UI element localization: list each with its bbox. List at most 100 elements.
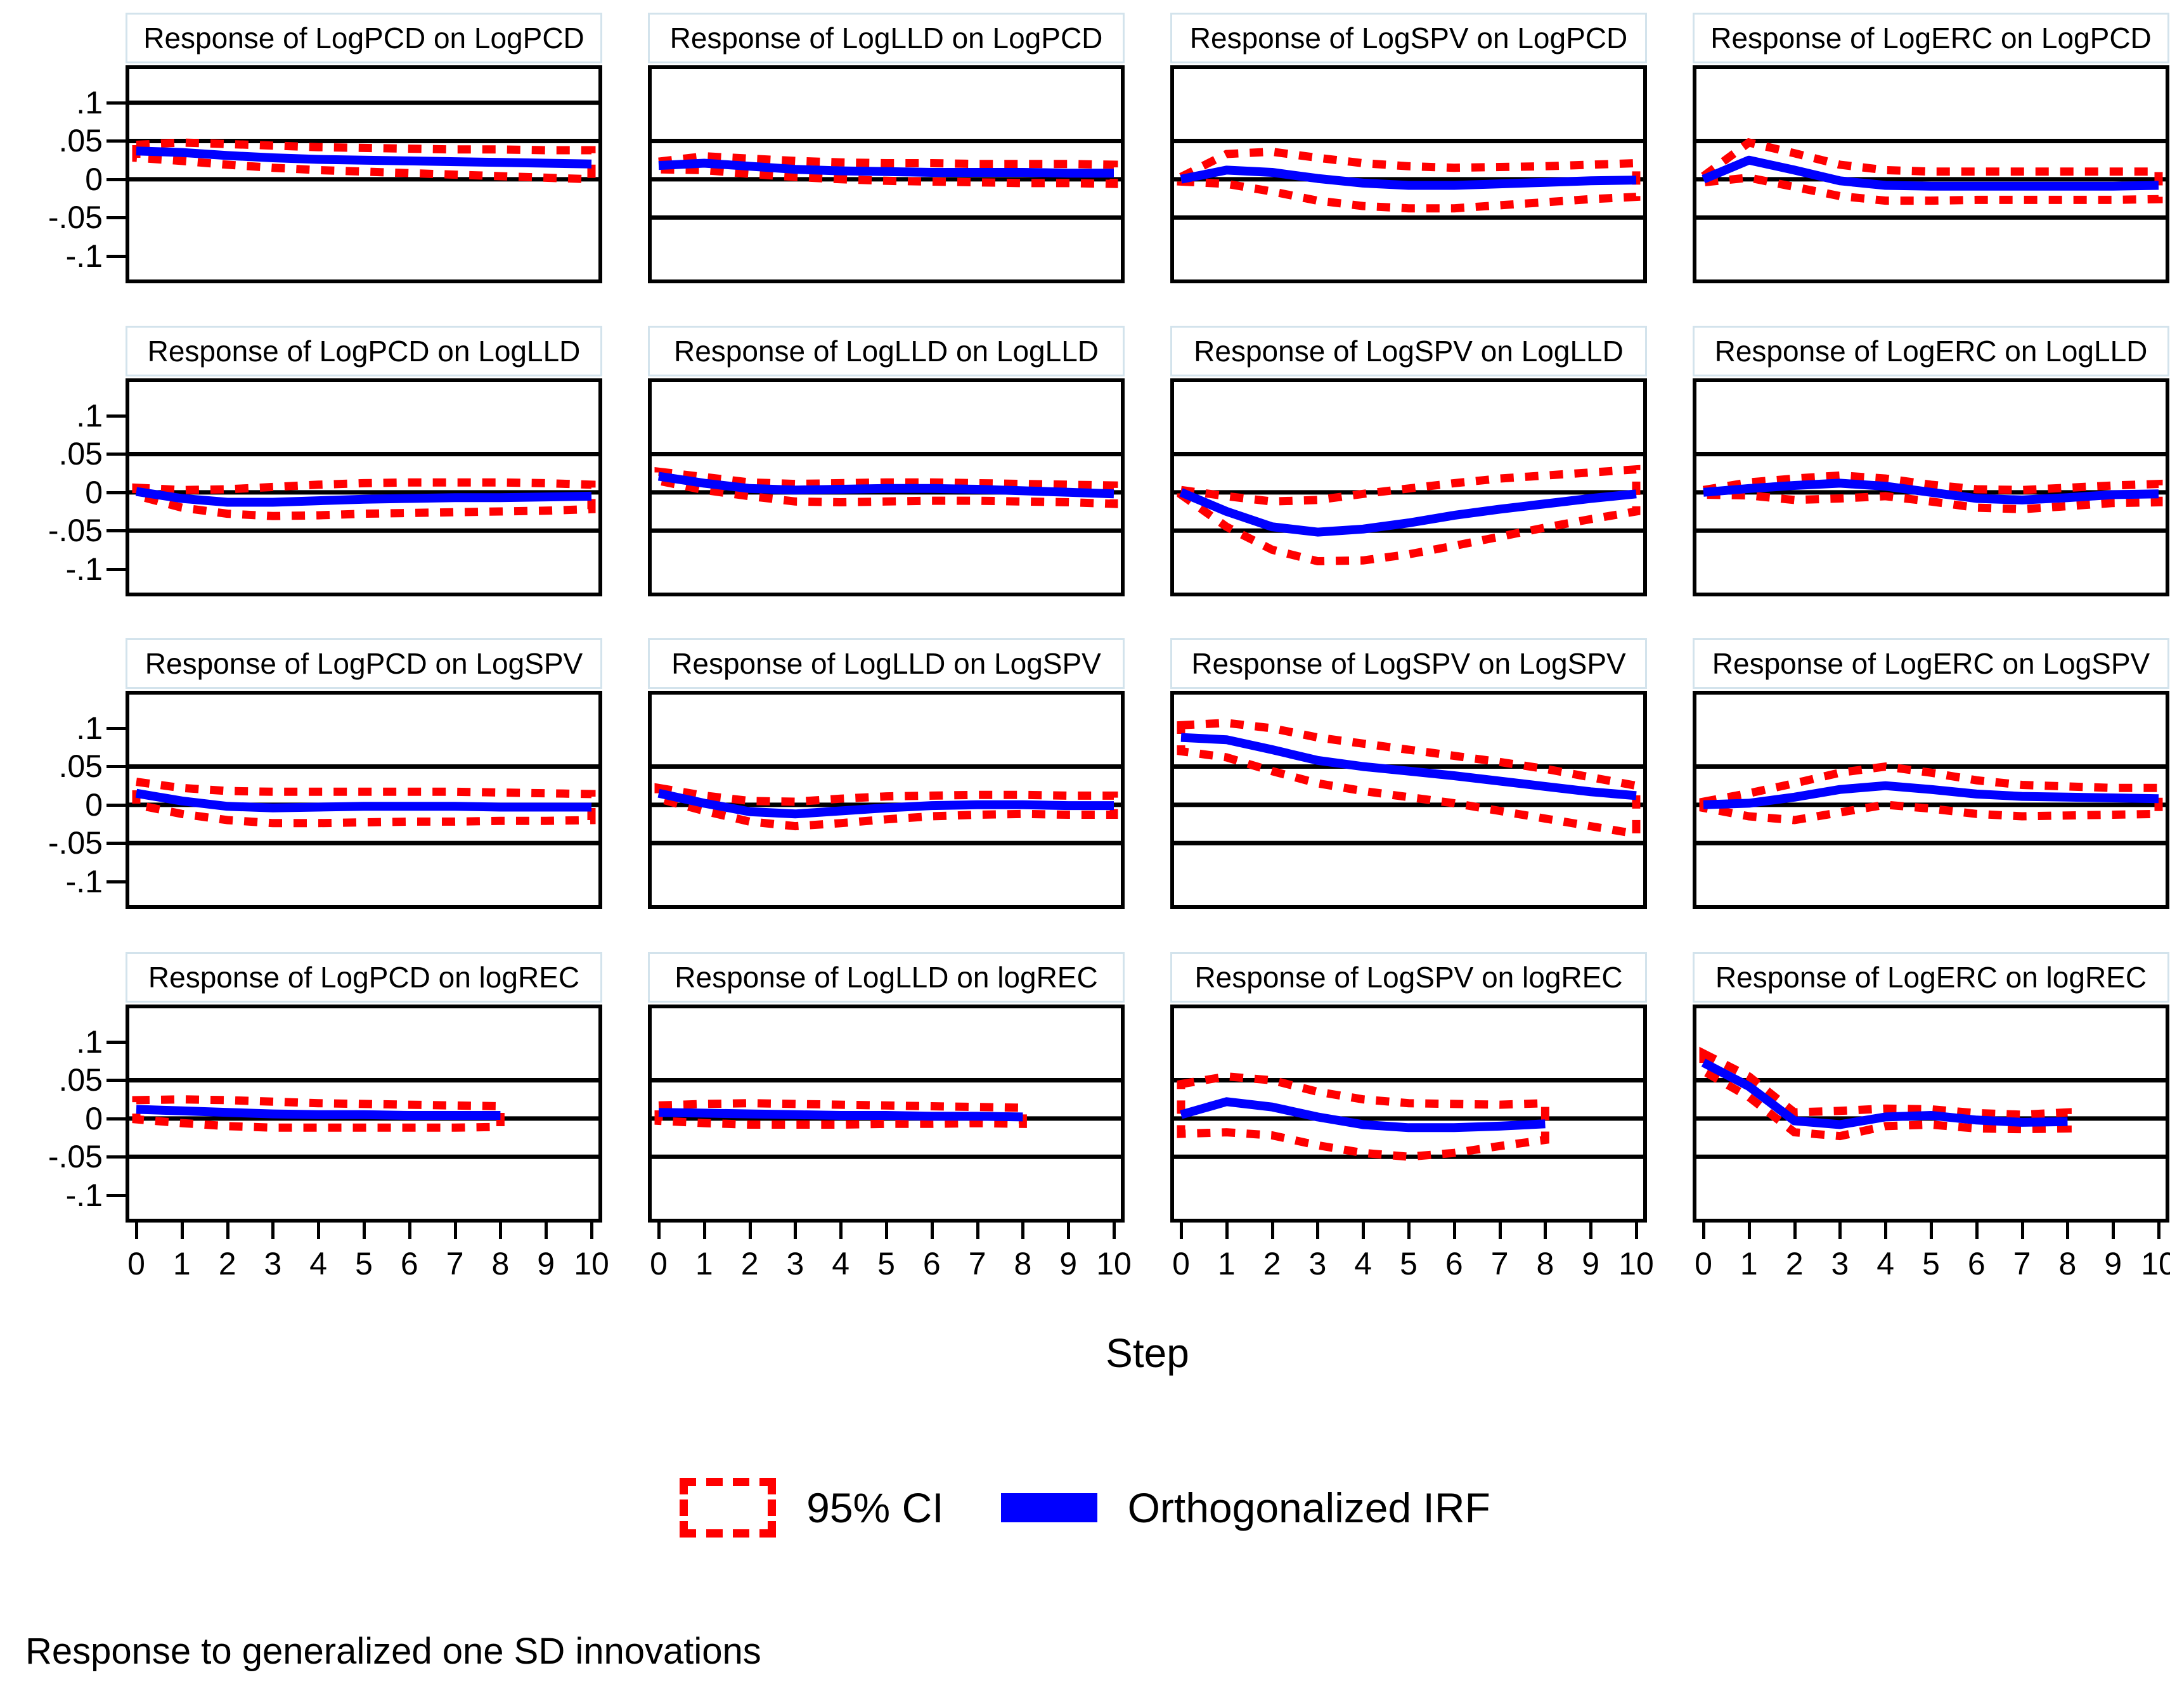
irf-line xyxy=(657,788,1114,819)
x-tick xyxy=(885,1223,888,1239)
plot-border xyxy=(1170,691,1647,909)
legend-label-ci: 95% CI xyxy=(806,1484,944,1531)
irf-line xyxy=(1703,478,2159,504)
irf-line-swatch xyxy=(1000,1493,1097,1522)
x-tick xyxy=(590,1223,593,1239)
x-tick-label: 1 xyxy=(1217,1246,1236,1281)
x-tick xyxy=(1838,1223,1842,1239)
x-tick-label: 9 xyxy=(537,1246,555,1281)
x-tick-label: 9 xyxy=(1059,1246,1078,1281)
x-tick xyxy=(702,1223,706,1239)
plot-area xyxy=(648,1005,1125,1223)
subplot-title: Response of LogLLD on LogSPV xyxy=(648,638,1125,689)
y-tick xyxy=(107,177,126,181)
subplot-title: Response of LogPCD on LogLLD xyxy=(126,326,602,376)
subplot-response-of-logpcd-on-logspv: Response of LogPCD on LogSPV .1.05 0 -.05 -.… xyxy=(48,638,602,909)
x-tick-label: 4 xyxy=(832,1246,850,1281)
subplot-response-of-logspv-on-logspv: Response of LogSPV on LogSPV xyxy=(1170,638,1647,909)
ci-band-outline xyxy=(654,1099,1027,1129)
x-tick xyxy=(748,1223,752,1239)
x-tick xyxy=(1113,1223,1116,1239)
plot-border xyxy=(648,1005,1125,1223)
ci-band-outline xyxy=(1699,471,2163,513)
x-axis-title: Step xyxy=(1106,1330,1189,1376)
y-tick xyxy=(107,727,126,731)
x-tick-label: 8 xyxy=(491,1246,510,1281)
x-tick xyxy=(976,1223,979,1239)
plot-border xyxy=(1693,65,2169,283)
x-tick-label: 4 xyxy=(309,1246,328,1281)
x-tick-label: 2 xyxy=(740,1246,759,1281)
x-tick xyxy=(453,1223,457,1239)
x-tick-label: 7 xyxy=(1490,1246,1509,1281)
plot-area xyxy=(1170,65,1647,283)
irf-line xyxy=(1180,733,1637,800)
x-tick xyxy=(226,1223,229,1239)
x-tick xyxy=(1067,1223,1071,1239)
x-tick-label: 3 xyxy=(786,1246,804,1281)
x-tick-label: 6 xyxy=(1967,1246,1986,1281)
y-tick-label: -.1 xyxy=(65,863,103,899)
y-tick-label: -.05 xyxy=(48,513,103,549)
x-tick-label: 8 xyxy=(2058,1246,2077,1281)
plot-area xyxy=(1693,1005,2169,1223)
x-tick-label: 0 xyxy=(650,1246,668,1281)
plot-border xyxy=(1170,1005,1647,1223)
ci-band-outline xyxy=(1177,465,1641,566)
subplot-response-of-logerc-on-logrec: Response of LogERC on logREC 0 1 2 3 4 5 6 7 8 9 10 xyxy=(1693,952,2170,1281)
x-tick-label: 10 xyxy=(2141,1246,2170,1281)
y-tick xyxy=(107,529,126,533)
irf-line xyxy=(1180,165,1637,190)
y-tick-label: .1 xyxy=(76,85,103,121)
irf-line xyxy=(135,487,592,507)
subplot-response-of-logspv-on-logrec: Response of LogSPV on logREC 0 1 2 3 4 5 6 7 8 9 10 xyxy=(1170,952,1654,1281)
x-tick-label: 5 xyxy=(1400,1246,1418,1281)
irf-line xyxy=(136,1105,501,1120)
x-tick xyxy=(1635,1223,1638,1239)
x-tick xyxy=(545,1223,548,1239)
plot-border xyxy=(1693,691,2169,909)
x-tick xyxy=(408,1223,411,1239)
ci-band-outline xyxy=(132,138,596,184)
x-tick xyxy=(317,1223,321,1239)
x-tick-label: 9 xyxy=(1582,1246,1600,1281)
subplot-title: Response of LogERC on LogSPV xyxy=(1693,638,2169,689)
x-tick-label: 7 xyxy=(968,1246,986,1281)
x-tick-label: 1 xyxy=(695,1246,713,1281)
x-tick xyxy=(2157,1223,2160,1239)
subplot-title: Response of LogPCD on LogPCD xyxy=(126,13,602,63)
x-tick-label: 4 xyxy=(1354,1246,1372,1281)
x-tick-label: 3 xyxy=(1308,1246,1327,1281)
y-tick-label: -.05 xyxy=(48,200,103,236)
y-tick xyxy=(107,765,126,769)
plot-area xyxy=(1170,1005,1647,1223)
ci-band-outline xyxy=(1177,719,1641,839)
y-tick-label: -.05 xyxy=(48,825,103,861)
irf-line xyxy=(1179,488,1637,537)
subplot-title: Response of LogERC on LogLLD xyxy=(1693,326,2169,376)
ci-band-outline xyxy=(1699,1046,2072,1141)
x-tick-label: 5 xyxy=(355,1246,373,1281)
ci-band-outline xyxy=(654,152,1118,188)
y-tick xyxy=(107,491,126,494)
x-tick-label: 2 xyxy=(1263,1246,1281,1281)
x-tick-label: 0 xyxy=(1695,1246,1712,1281)
irf-line xyxy=(658,1108,1023,1122)
x-tick xyxy=(1975,1223,1979,1239)
plot-area xyxy=(648,378,1125,596)
subplot-response-of-logerc-on-loglld: Response of LogERC on LogLLD xyxy=(1693,326,2169,596)
x-tick xyxy=(363,1223,366,1239)
x-tick xyxy=(1793,1223,1797,1239)
y-tick xyxy=(107,1041,126,1044)
figure-caption: Response to generalized one SD innovatio… xyxy=(25,1631,761,1672)
y-tick-label: .05 xyxy=(58,748,103,785)
x-tick xyxy=(794,1223,798,1239)
legend-item-ci: 95% CI xyxy=(680,1478,944,1538)
x-tick-label: 8 xyxy=(1536,1246,1554,1281)
y-tick-label: -.1 xyxy=(65,238,103,274)
x-tick-label: 9 xyxy=(2104,1246,2122,1281)
y-tick-label: -.1 xyxy=(65,551,103,587)
y-tick xyxy=(107,414,126,418)
y-tick-label: 0 xyxy=(85,474,103,510)
